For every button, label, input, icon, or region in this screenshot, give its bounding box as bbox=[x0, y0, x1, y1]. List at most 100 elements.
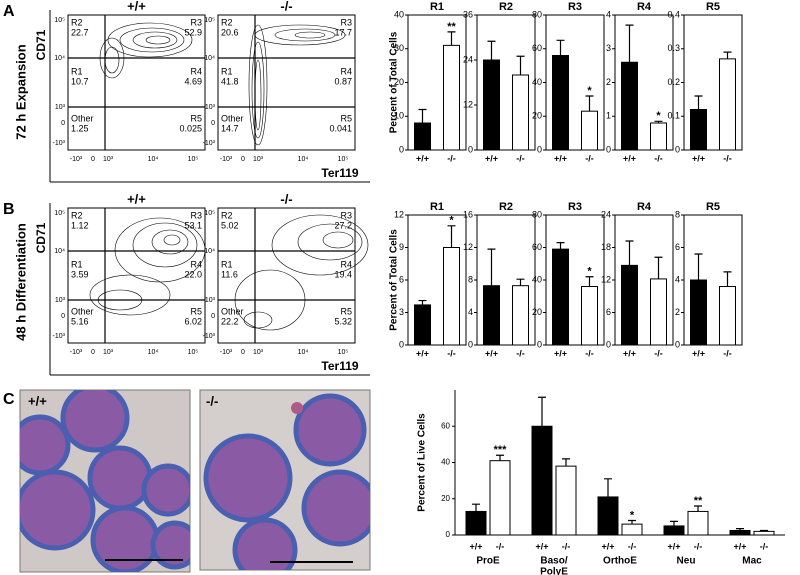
bar bbox=[690, 279, 707, 346]
plot-frame bbox=[545, 214, 605, 346]
y-tick-label: 6 bbox=[399, 274, 404, 284]
y-tick-label: 0 bbox=[61, 120, 65, 127]
row-title: 48 h Differentiation bbox=[13, 223, 28, 341]
significance: * bbox=[630, 509, 635, 521]
y-tick-label: -10³ bbox=[203, 333, 216, 340]
y-tick-label: 8 bbox=[468, 274, 473, 284]
y-tick-label: 0 bbox=[399, 339, 404, 349]
y-tick-label: 10³ bbox=[55, 104, 66, 111]
series-label: +/+ bbox=[733, 541, 746, 551]
genotype-label: +/+ bbox=[127, 0, 146, 13]
gate-name: R2 bbox=[71, 210, 83, 220]
gate-value: 53.1 bbox=[184, 220, 202, 230]
error-bar bbox=[538, 396, 546, 427]
bar bbox=[650, 278, 667, 346]
bar bbox=[729, 529, 751, 536]
bar bbox=[483, 285, 500, 346]
category-label: +/+ bbox=[623, 153, 636, 163]
y-tick-label: 6 bbox=[675, 242, 680, 252]
bar bbox=[443, 247, 460, 346]
gate-name: R2 bbox=[221, 210, 233, 220]
x-tick-label: 10⁴ bbox=[298, 156, 309, 163]
y-tick-label: 24 bbox=[463, 54, 473, 64]
error-bar bbox=[694, 253, 703, 280]
category-label: -/- bbox=[447, 348, 456, 358]
error-bar bbox=[670, 520, 678, 526]
y-tick-label: 12 bbox=[601, 274, 611, 284]
error-bar bbox=[472, 503, 480, 512]
bar bbox=[753, 530, 775, 536]
micrograph bbox=[199, 389, 371, 571]
gate-name: R2 bbox=[71, 17, 83, 27]
gate-value: 22.2 bbox=[221, 316, 239, 326]
bar bbox=[719, 58, 736, 151]
series-label: +/+ bbox=[535, 541, 548, 551]
y-tick-label: 10³ bbox=[205, 297, 216, 304]
y-tick-label: 0 bbox=[606, 144, 611, 154]
category-label: -/- bbox=[447, 153, 456, 163]
gate-value: 19.4 bbox=[334, 269, 352, 279]
error-bar bbox=[516, 278, 525, 286]
category-label: Baso/ bbox=[540, 556, 567, 567]
category-label: +/+ bbox=[623, 348, 636, 358]
category-label: Mac bbox=[742, 556, 762, 567]
error-bar bbox=[487, 40, 496, 60]
gate-value: 4.69 bbox=[184, 76, 202, 86]
x-tick-label: -10³ bbox=[70, 349, 83, 356]
gate-name: R5 bbox=[340, 306, 352, 316]
axis-label: Ter119 bbox=[321, 359, 358, 373]
x-tick-label: 10³ bbox=[253, 349, 264, 356]
gate-value: 17.7 bbox=[334, 27, 352, 37]
gate-name: R5 bbox=[190, 113, 202, 123]
y-tick-label: 12 bbox=[394, 209, 404, 219]
chart-title: R5 bbox=[706, 1, 720, 13]
gate-name: R1 bbox=[71, 66, 83, 76]
y-axis-label: Percent of Live Cells bbox=[417, 413, 428, 512]
axis-label: Ter119 bbox=[321, 166, 358, 180]
y-tick-label: 0.4 bbox=[667, 9, 680, 19]
gate-name: R1 bbox=[71, 259, 83, 269]
category-label: +/+ bbox=[692, 348, 705, 358]
gate-name: R5 bbox=[190, 306, 202, 316]
gate-value: 0.87 bbox=[334, 76, 352, 86]
category-label: -/- bbox=[723, 348, 732, 358]
plot-frame bbox=[683, 14, 743, 151]
bar bbox=[581, 286, 598, 346]
y-tick-label: 0 bbox=[446, 530, 451, 539]
gate-name: R1 bbox=[221, 259, 233, 269]
flow-frame bbox=[67, 207, 206, 344]
x-tick-label: 10³ bbox=[103, 349, 114, 356]
genotype-label: -/- bbox=[280, 0, 292, 13]
gate-value: 22.0 bbox=[184, 269, 202, 279]
bar bbox=[552, 55, 569, 151]
y-tick-label: 9 bbox=[399, 242, 404, 252]
chart-title: R5 bbox=[706, 201, 720, 213]
bar bbox=[512, 74, 529, 151]
category-label: +/+ bbox=[485, 153, 498, 163]
gate-name: Other bbox=[71, 306, 94, 316]
micrograph bbox=[19, 389, 191, 573]
bar bbox=[687, 510, 709, 536]
gate-value: 6.02 bbox=[184, 316, 202, 326]
plot-frame bbox=[614, 14, 674, 151]
gate-value: 1.25 bbox=[71, 123, 89, 133]
series-label: -/- bbox=[562, 541, 571, 551]
y-tick-label: 24 bbox=[601, 209, 611, 219]
significance: ** bbox=[447, 21, 456, 33]
gate-name: Other bbox=[221, 113, 244, 123]
y-tick-label: 0.1 bbox=[667, 111, 680, 121]
error-bar bbox=[418, 299, 427, 305]
error-bar bbox=[447, 225, 456, 248]
significance: *** bbox=[494, 444, 508, 456]
gate-name: R4 bbox=[340, 259, 352, 269]
error-bar bbox=[556, 242, 565, 250]
y-tick-label: 2 bbox=[675, 307, 680, 317]
gate-value: 22.7 bbox=[71, 27, 89, 37]
bar bbox=[414, 304, 431, 346]
error-bar bbox=[628, 519, 636, 525]
chart-title: R3 bbox=[568, 201, 582, 213]
y-tick-label: 10⁴ bbox=[204, 55, 215, 62]
category-label: PolyE bbox=[540, 567, 568, 575]
bar bbox=[512, 285, 529, 346]
category-label: -/- bbox=[585, 153, 594, 163]
